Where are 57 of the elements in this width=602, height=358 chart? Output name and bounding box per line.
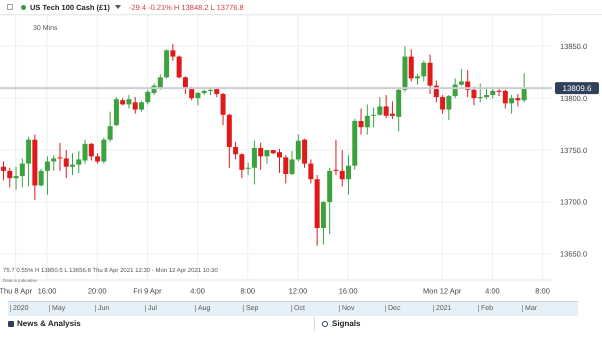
candlestick	[170, 44, 176, 62]
candlestick	[258, 142, 264, 170]
candlestick	[371, 106, 376, 128]
candlestick	[139, 100, 144, 112]
candlestick	[421, 60, 426, 82]
candlestick	[358, 108, 364, 136]
candlestick	[408, 48, 414, 82]
candlestick	[509, 94, 514, 114]
candlestick	[239, 152, 244, 179]
candlestick	[126, 94, 132, 110]
candlestick	[458, 68, 464, 86]
text: News & Analysis	[17, 319, 81, 328]
candlestick	[471, 86, 476, 106]
candlestick	[14, 166, 19, 190]
candlestick	[176, 55, 182, 79]
candlestick	[95, 152, 100, 164]
candlestick	[233, 141, 238, 160]
candlestick	[189, 86, 194, 101]
candlestick	[1, 161, 6, 181]
candlestick	[302, 138, 308, 168]
candlestick	[515, 93, 520, 107]
candlestick	[44, 156, 50, 196]
candlestick	[478, 83, 483, 103]
candlestick	[290, 150, 295, 176]
candlestick	[377, 96, 382, 116]
candlestick	[333, 139, 338, 176]
ref-line-label: 13809.6	[562, 84, 592, 94]
candlestick	[132, 96, 138, 114]
candlestick	[490, 87, 496, 99]
candlestick	[26, 136, 32, 187]
candlestick	[484, 88, 489, 100]
candlestick	[38, 168, 44, 187]
candlestick	[440, 94, 446, 114]
text: Signals	[332, 319, 360, 328]
candlestick	[446, 94, 452, 120]
candlestick	[57, 142, 62, 172]
candlestick	[220, 92, 226, 126]
candlestick	[364, 104, 370, 136]
candlestick	[195, 91, 200, 106]
candlestick	[108, 111, 113, 142]
candlestick	[308, 158, 314, 184]
candlestick	[415, 74, 420, 86]
candlestick	[428, 54, 433, 94]
candlestick	[51, 154, 56, 172]
candlestick	[296, 134, 301, 162]
candlestick	[70, 152, 75, 176]
candlestick	[246, 162, 251, 176]
candlestick	[64, 150, 69, 179]
candlestick	[20, 158, 25, 188]
candlestick	[340, 150, 345, 187]
candlestick	[283, 154, 288, 184]
candlestick	[346, 154, 351, 196]
candlestick	[101, 137, 106, 164]
candlestick	[264, 150, 270, 164]
candlestick	[252, 140, 257, 185]
candlestick	[7, 167, 12, 188]
candlestick	[88, 142, 94, 161]
